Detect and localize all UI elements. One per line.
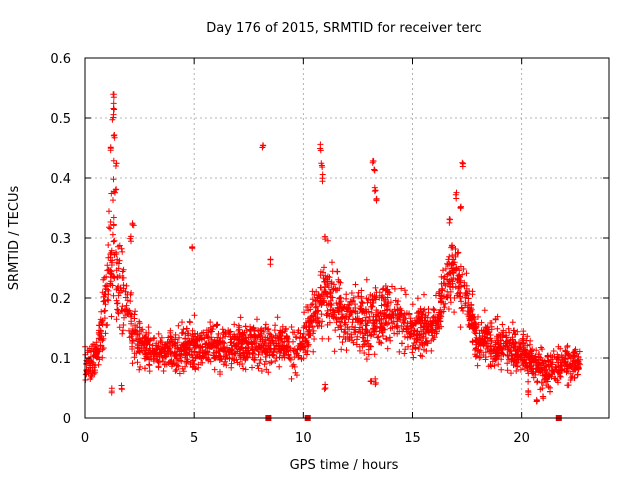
y-tick-label: 0.2 [50,292,71,307]
x-axis: 0 5 10 15 20 [81,58,530,446]
data-points [82,91,584,405]
x-tick-label: 5 [190,431,198,446]
y-tick-label: 0.4 [50,172,71,187]
y-tick-label: 0.1 [50,352,71,367]
x-tick-label: 20 [513,431,530,446]
y-axis-label: SRMTID / TECUs [7,186,22,291]
scatter-series [82,91,584,405]
y-tick-label: 0.5 [50,112,71,127]
x-tick-label: 15 [404,431,421,446]
chart-title: Day 176 of 2015, SRMTID for receiver ter… [206,21,481,36]
x-tick-label: 10 [295,431,312,446]
x-tick-label: 0 [81,431,89,446]
y-tick-label: 0.3 [50,232,71,247]
x-axis-label: GPS time / hours [290,458,399,473]
y-axis: 0 0.1 0.2 0.3 0.4 0.5 0.6 [50,52,609,427]
y-tick-label: 0 [63,412,71,427]
y-tick-label: 0.6 [50,52,71,67]
